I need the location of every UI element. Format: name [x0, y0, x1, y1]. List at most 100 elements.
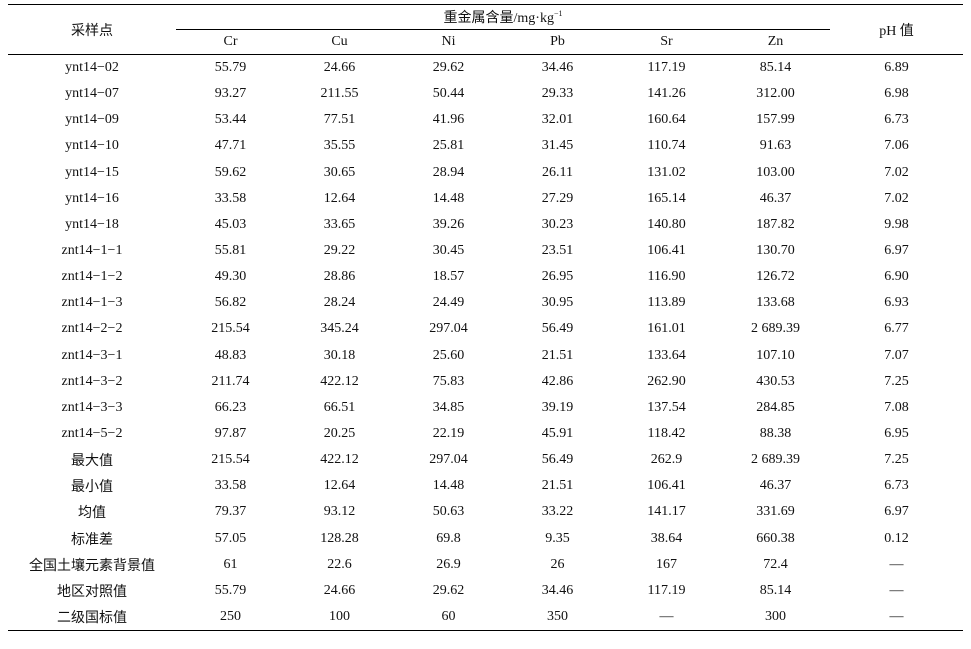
- ph-cell: —: [889, 582, 904, 598]
- metal-value-cell: 46.37: [759, 190, 792, 206]
- metal-value-cell: 26.95: [541, 269, 574, 285]
- metal-header-pb: Pb: [550, 34, 565, 49]
- metal-value-cell: 116.90: [647, 269, 686, 285]
- ph-header: pH 值: [879, 23, 914, 39]
- ph-cell: 0.12: [884, 530, 909, 546]
- metal-value-cell: 262.9: [650, 452, 683, 468]
- metal-value-cell: 12.64: [323, 190, 356, 206]
- table-row: ynt14−18 45.03 33.65 39.26 30.23 140.80 187.82…: [8, 212, 963, 238]
- table-row: znt14−1−1 55.81 29.22 30.45 23.51 106.41 130.7…: [8, 238, 963, 264]
- metal-value-cell: 165.14: [647, 190, 686, 206]
- metal-value-cell: 50.63: [432, 504, 465, 520]
- metal-value-cell: 215.54: [211, 452, 250, 468]
- metal-value-cell: —: [659, 609, 674, 625]
- metal-value-cell: 28.24: [323, 295, 356, 311]
- metal-value-cell: 300: [765, 609, 786, 625]
- metal-value-cell: 23.51: [541, 243, 574, 259]
- metal-header-cr: Cr: [223, 34, 238, 49]
- metal-value-cell: 39.26: [432, 216, 465, 232]
- metal-value-cell: 30.95: [541, 295, 574, 311]
- table-row: znt14−3−2 211.74 422.12 75.83 42.86 262.90 430…: [8, 369, 963, 395]
- metal-value-cell: 110.74: [647, 138, 686, 154]
- sample-point-cell: ynt14−07: [65, 86, 119, 102]
- table-row: znt14−3−3 66.23 66.51 34.85 39.19 137.54 284.8…: [8, 395, 963, 421]
- metal-value-cell: 56.49: [541, 321, 574, 337]
- metal-value-cell: 66.51: [323, 399, 356, 415]
- metal-value-cell: 75.83: [432, 373, 465, 389]
- metal-header-sr: Sr: [660, 34, 673, 49]
- ph-cell: 7.07: [884, 347, 909, 363]
- ph-cell: 6.97: [884, 504, 909, 520]
- metal-value-cell: 25.60: [432, 347, 465, 363]
- table-row: ynt14−15 59.62 30.65 28.94 26.11 131.02 103.00…: [8, 160, 963, 186]
- metal-value-cell: 27.29: [541, 190, 574, 206]
- metal-value-cell: 250: [220, 609, 241, 625]
- metal-value-cell: 2 689.39: [751, 321, 800, 337]
- metal-value-cell: 33.58: [214, 190, 247, 206]
- metal-value-cell: 93.12: [323, 504, 356, 520]
- metal-value-cell: 47.71: [214, 138, 247, 154]
- sample-point-cell: ynt14−16: [65, 190, 119, 206]
- metal-value-cell: 297.04: [429, 321, 468, 337]
- sample-point-cell: 地区对照值: [57, 584, 127, 600]
- metal-value-cell: 422.12: [320, 373, 359, 389]
- metal-value-cell: 211.55: [320, 86, 359, 102]
- sample-point-cell: znt14−3−3: [61, 399, 123, 415]
- metal-value-cell: 141.17: [647, 504, 686, 520]
- sample-point-cell: ynt14−10: [65, 138, 119, 154]
- metal-value-cell: 118.42: [647, 426, 686, 442]
- metal-value-cell: 56.82: [214, 295, 247, 311]
- metal-header-zn: Zn: [767, 34, 784, 49]
- ph-cell: 6.93: [884, 295, 909, 311]
- sample-point-cell: znt14−1−3: [61, 295, 123, 311]
- metal-value-cell: 29.22: [323, 243, 356, 259]
- metal-value-cell: 45.03: [214, 216, 247, 232]
- sample-point-cell: 均值: [78, 506, 106, 522]
- metal-value-cell: 130.70: [756, 243, 795, 259]
- ph-cell: 9.98: [884, 216, 909, 232]
- metal-value-cell: 21.51: [541, 347, 574, 363]
- metal-value-cell: 215.54: [211, 321, 250, 337]
- unit-exponent: −1: [553, 9, 563, 18]
- metal-value-cell: 97.87: [214, 426, 247, 442]
- sample-point-cell: znt14−1−2: [61, 269, 123, 285]
- ph-cell: —: [889, 609, 904, 625]
- metal-value-cell: 30.23: [541, 216, 574, 232]
- metal-value-cell: 50.44: [432, 86, 465, 102]
- metal-value-cell: 211.74: [211, 373, 250, 389]
- metal-value-cell: 106.41: [647, 478, 686, 494]
- metal-value-cell: 29.33: [541, 86, 574, 102]
- metal-value-cell: 53.44: [214, 112, 247, 128]
- metal-value-cell: 422.12: [320, 452, 359, 468]
- metal-header-row: Cr Cu Ni Pb Sr Zn: [8, 30, 963, 55]
- metal-value-cell: 28.86: [323, 269, 356, 285]
- metal-value-cell: 21.51: [541, 478, 574, 494]
- table-row: znt14−2−2 215.54 345.24 297.04 56.49 161.01 2 …: [8, 316, 963, 342]
- sample-point-cell: ynt14−15: [65, 164, 119, 180]
- metal-value-cell: 34.46: [541, 582, 574, 598]
- metal-value-cell: 141.26: [647, 86, 686, 102]
- metal-value-cell: 66.23: [214, 399, 247, 415]
- ph-cell: 6.95: [884, 426, 909, 442]
- ph-cell: —: [889, 556, 904, 572]
- metal-value-cell: 131.02: [647, 164, 686, 180]
- metal-value-cell: 103.00: [756, 164, 795, 180]
- sample-point-cell: znt14−5−2: [61, 426, 123, 442]
- metal-value-cell: 29.62: [432, 582, 465, 598]
- table-body: ynt14−02 55.79 24.66 29.62 34.46 117.19 85.14 6…: [8, 55, 963, 631]
- metal-value-cell: 85.14: [759, 582, 792, 598]
- table-row: 二级国标值 250 100 60 350 — 300 —: [8, 604, 963, 631]
- ph-cell: 6.73: [884, 112, 909, 128]
- metal-value-cell: 45.91: [541, 426, 574, 442]
- metal-value-cell: 161.01: [647, 321, 686, 337]
- metal-value-cell: 2 689.39: [751, 452, 800, 468]
- metal-value-cell: 49.30: [214, 269, 247, 285]
- metal-value-cell: 160.64: [647, 112, 686, 128]
- metal-value-cell: 133.68: [756, 295, 795, 311]
- sample-point-cell: 最大值: [71, 454, 113, 470]
- metal-value-cell: 113.89: [647, 295, 686, 311]
- metal-value-cell: 32.01: [541, 112, 574, 128]
- table-row: ynt14−09 53.44 77.51 41.96 32.01 160.64 157.99…: [8, 107, 963, 133]
- metal-value-cell: 128.28: [320, 530, 359, 546]
